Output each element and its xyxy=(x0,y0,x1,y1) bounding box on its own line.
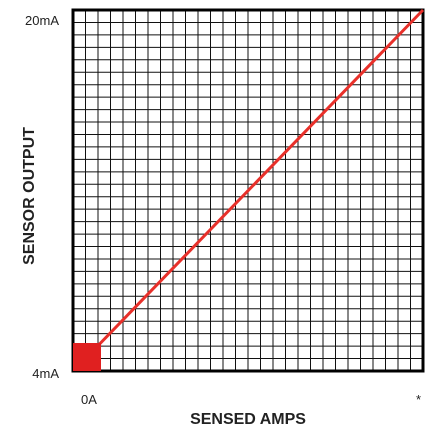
y-tick-label-4ma: 4mA xyxy=(32,366,59,381)
plot-frame xyxy=(71,8,425,373)
y-tick-label-20ma: 20mA xyxy=(25,13,59,28)
x-tick-label-star: * xyxy=(416,392,421,407)
x-axis-title: SENSED AMPS xyxy=(190,411,306,428)
y-axis-title: SENSOR OUTPUT xyxy=(21,127,38,265)
series-line-0 xyxy=(85,8,425,359)
series-layer xyxy=(73,8,425,371)
origin-marker xyxy=(73,343,101,371)
grid xyxy=(73,10,423,371)
x-tick-label-0a: 0A xyxy=(81,392,97,407)
